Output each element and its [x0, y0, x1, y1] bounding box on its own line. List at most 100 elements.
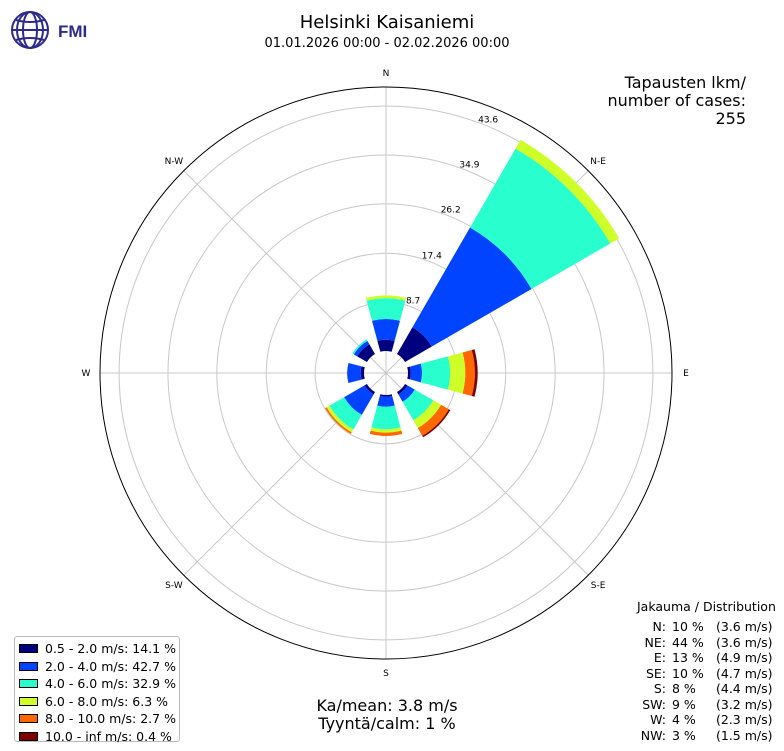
rose-wedge-n-w-bin2	[352, 339, 368, 355]
direction-label: W	[82, 369, 91, 379]
radial-tick-label: 26.2	[441, 206, 461, 216]
legend-label: 0.5 - 2.0 m/s: 14.1 %	[45, 641, 176, 657]
rose-wedge-n-bin1	[372, 318, 400, 341]
rose-wedge-n-e-bin1	[412, 227, 532, 347]
distribution-row: NE: 44 % (3.6 m/s)	[636, 635, 773, 651]
chart-subtitle: 01.01.2026 00:00 - 02.02.2026 00:00	[264, 36, 510, 51]
direction-label: N-E	[590, 157, 606, 167]
direction-label: S-W	[165, 581, 183, 591]
legend-swatch	[19, 644, 38, 654]
rose-wedge-e-bin4	[462, 350, 475, 396]
distribution-row: SW: 9 % (3.2 m/s)	[636, 696, 773, 713]
rose-wedge-s-e-bin5	[422, 409, 451, 438]
dist-direction: SE:	[645, 665, 666, 681]
dist-percent: 8 %	[672, 681, 696, 696]
rose-wedges	[325, 139, 620, 438]
rose-wedge-s-w-bin3	[326, 405, 354, 433]
summary-stats: Ka/mean: 3.8 m/s Tyyntä/calm: 1 %	[0, 697, 774, 733]
dist-percent: 13 %	[672, 650, 704, 665]
polar-grid	[99, 86, 673, 660]
rose-wedge-s-w-bin0	[364, 384, 375, 395]
distribution-row: SE: 10 % (4.7 m/s)	[636, 666, 773, 682]
direction-label: E	[683, 369, 689, 379]
dist-percent: 44 %	[672, 634, 704, 650]
dist-speed: (4.7 m/s)	[716, 665, 773, 681]
mean-speed: Ka/mean: 3.8 m/s	[316, 696, 458, 715]
dist-direction: N:	[652, 619, 666, 634]
speed-legend: 0.5 - 2.0 m/s: 14.1 % 2.0 - 4.0 m/s: 42.…	[14, 636, 180, 744]
radial-tick-labels: 8.7 17.4 26.2 34.9 43.6	[406, 115, 498, 306]
dist-direction: W:	[650, 712, 666, 727]
rose-wedge-s-e-bin2	[402, 389, 434, 421]
legend-label: 4.0 - 6.0 m/s: 32.9 %	[45, 676, 176, 692]
rose-wedge-s-bin4	[369, 430, 403, 437]
rose-wedge-w-bin1	[347, 362, 362, 384]
legend-item: 6.0 - 8.0 m/s: 6.3 %	[19, 693, 175, 711]
dist-direction: SW:	[642, 696, 666, 712]
rose-wedge-n-e-bin2	[470, 148, 611, 289]
dist-percent: 9 %	[672, 696, 696, 712]
fmi-globe-icon: FMI	[11, 11, 87, 49]
rose-wedge-s-bin3	[370, 427, 402, 433]
rose-wedge-s-w-bin2	[329, 397, 362, 430]
dist-speed: (1.5 m/s)	[716, 727, 773, 743]
rose-wedge-e-bin1	[409, 363, 423, 383]
legend-swatch	[19, 714, 38, 724]
dist-direction: NW:	[640, 727, 666, 743]
grid-ring	[265, 252, 507, 494]
rose-wedge-s-bin2	[371, 405, 401, 430]
dist-speed: (3.2 m/s)	[716, 696, 773, 712]
distribution-row: S: 8 % (4.4 m/s)	[636, 681, 773, 697]
legend-item: 2.0 - 4.0 m/s: 42.7 %	[19, 658, 176, 676]
grid-ring	[216, 203, 556, 543]
dist-percent: 3 %	[672, 727, 696, 743]
legend-swatch	[19, 679, 38, 689]
grid-ring	[167, 154, 605, 592]
dist-speed: (4.9 m/s)	[716, 650, 773, 665]
direction-labels: N N-E E S-E S S-W W N-W	[82, 69, 690, 679]
logo-text: FMI	[58, 22, 87, 41]
dist-speed: (4.4 m/s)	[716, 681, 773, 696]
legend-item: 8.0 - 10.0 m/s: 2.7 %	[19, 710, 176, 728]
dist-direction: S:	[653, 681, 666, 696]
distribution-table: N: 10 % (3.6 m/s) NE: 44 % (3.6 m/s) E: 13 % (…	[636, 619, 773, 743]
grid-spoke	[183, 170, 387, 374]
radial-tick-label: 8.7	[406, 297, 420, 307]
rose-wedge-s-bin0	[379, 394, 393, 397]
case-count: Tapausten lkm/ number of cases: 255	[607, 74, 746, 128]
radial-tick-label: 34.9	[459, 161, 479, 171]
rose-wedge-n-w-bin0	[357, 344, 375, 362]
legend-swatch	[19, 696, 38, 706]
direction-label: N-W	[165, 157, 184, 167]
rose-wedge-s-w-bin4	[325, 407, 352, 434]
rose-wedge-e-bin0	[407, 366, 411, 380]
case-count-label-en: number of cases:	[607, 91, 746, 110]
chart-title: Helsinki Kaisaniemi	[299, 12, 475, 33]
distribution-row: E: 13 % (4.9 m/s)	[636, 650, 773, 666]
rose-wedge-s-e-bin4	[417, 404, 449, 436]
legend-label: 2.0 - 4.0 m/s: 42.7 %	[45, 658, 176, 674]
rose-wedge-s-w-bin1	[344, 385, 374, 415]
legend-label: 8.0 - 10.0 m/s: 2.7 %	[45, 711, 176, 727]
direction-label: S-E	[591, 581, 606, 591]
legend-swatch	[19, 661, 38, 671]
direction-label: S	[383, 669, 389, 679]
rose-wedge-n-e-bin3	[515, 139, 620, 244]
rose-wedge-n-e-bin0	[397, 327, 432, 362]
dist-percent: 4 %	[672, 712, 696, 727]
radial-tick-label: 43.6	[478, 115, 498, 125]
rose-wedge-n-w-bin1	[353, 340, 370, 357]
rose-wedge-s-e-bin3	[413, 400, 442, 429]
fmi-logo: FMI	[8, 8, 98, 52]
rose-wedge-n-bin2	[366, 298, 406, 321]
dist-direction: NE:	[644, 634, 666, 650]
direction-label: N	[383, 69, 390, 79]
rose-wedge-s-bin1	[377, 395, 395, 407]
legend-item: 10.0 - inf m/s: 0.4 %	[19, 728, 175, 746]
distribution-title: Jakauma / Distribution	[637, 599, 776, 614]
calm-percent: Tyyntä/calm: 1 %	[318, 714, 456, 733]
outer-ring	[99, 86, 673, 660]
legend-label: 6.0 - 8.0 m/s: 6.3 %	[45, 693, 169, 709]
legend-label: 10.0 - inf m/s: 0.4 %	[45, 728, 172, 744]
